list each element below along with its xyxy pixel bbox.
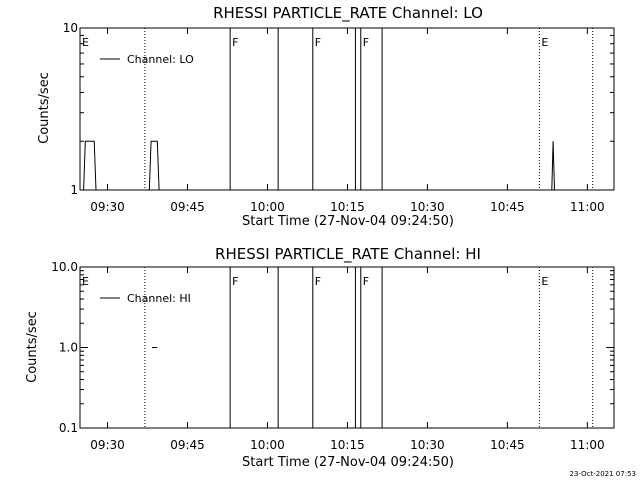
chart-panel-hi: RHESSI PARTICLE_RATE Channel: HI Counts/… <box>25 245 615 470</box>
event-label: E <box>541 36 548 49</box>
legend-label: Channel: HI <box>127 292 191 305</box>
x-tick-label: 10:00 <box>250 200 285 214</box>
chart-panel-lo: RHESSI PARTICLE_RATE Channel: LO Counts/… <box>37 4 615 229</box>
x-axis-label: Start Time (27-Nov-04 09:24:50) <box>242 214 454 229</box>
series-line <box>551 141 555 191</box>
x-tick-label: 09:30 <box>90 438 125 452</box>
x-tick-label: 10:30 <box>410 200 445 214</box>
event-label: E <box>82 275 89 288</box>
x-tick-label: 10:30 <box>410 438 445 452</box>
y-tick-label: 1 <box>70 183 78 197</box>
event-label: E <box>82 36 89 49</box>
x-axis-label: Start Time (27-Nov-04 09:24:50) <box>242 455 454 470</box>
series-line <box>148 140 160 191</box>
x-tick-label: 10:15 <box>330 438 365 452</box>
x-tick-label: 11:00 <box>570 200 605 214</box>
event-label: F <box>232 36 238 49</box>
event-label: E <box>541 275 548 288</box>
x-tick-label: 09:30 <box>90 200 125 214</box>
x-tick-label: 09:45 <box>170 200 205 214</box>
y-axis-label: Counts/sec <box>25 311 40 383</box>
event-label: F <box>232 275 238 288</box>
legend-label: Channel: LO <box>127 53 194 66</box>
y-tick-label: 10 <box>63 21 78 35</box>
y-axis-label: Counts/sec <box>37 72 52 144</box>
x-tick-label: 10:00 <box>250 438 285 452</box>
x-tick-label: 10:15 <box>330 200 365 214</box>
event-label: F <box>363 36 369 49</box>
x-tick-label: 10:45 <box>490 438 525 452</box>
chart-title: RHESSI PARTICLE_RATE Channel: LO <box>213 4 483 23</box>
event-label: F <box>315 36 321 49</box>
series-line <box>83 140 97 191</box>
y-tick-label: 10.0 <box>51 260 78 274</box>
x-tick-label: 10:45 <box>490 200 525 214</box>
event-label: F <box>315 275 321 288</box>
event-label: F <box>363 275 369 288</box>
y-tick-label: 1.0 <box>59 341 78 355</box>
y-tick-label: 0.1 <box>59 421 78 435</box>
x-tick-label: 11:00 <box>570 438 605 452</box>
x-tick-label: 09:45 <box>170 438 205 452</box>
chart-title: RHESSI PARTICLE_RATE Channel: HI <box>215 245 481 264</box>
footer-timestamp: 23-Oct-2021 07:53 <box>570 470 636 478</box>
